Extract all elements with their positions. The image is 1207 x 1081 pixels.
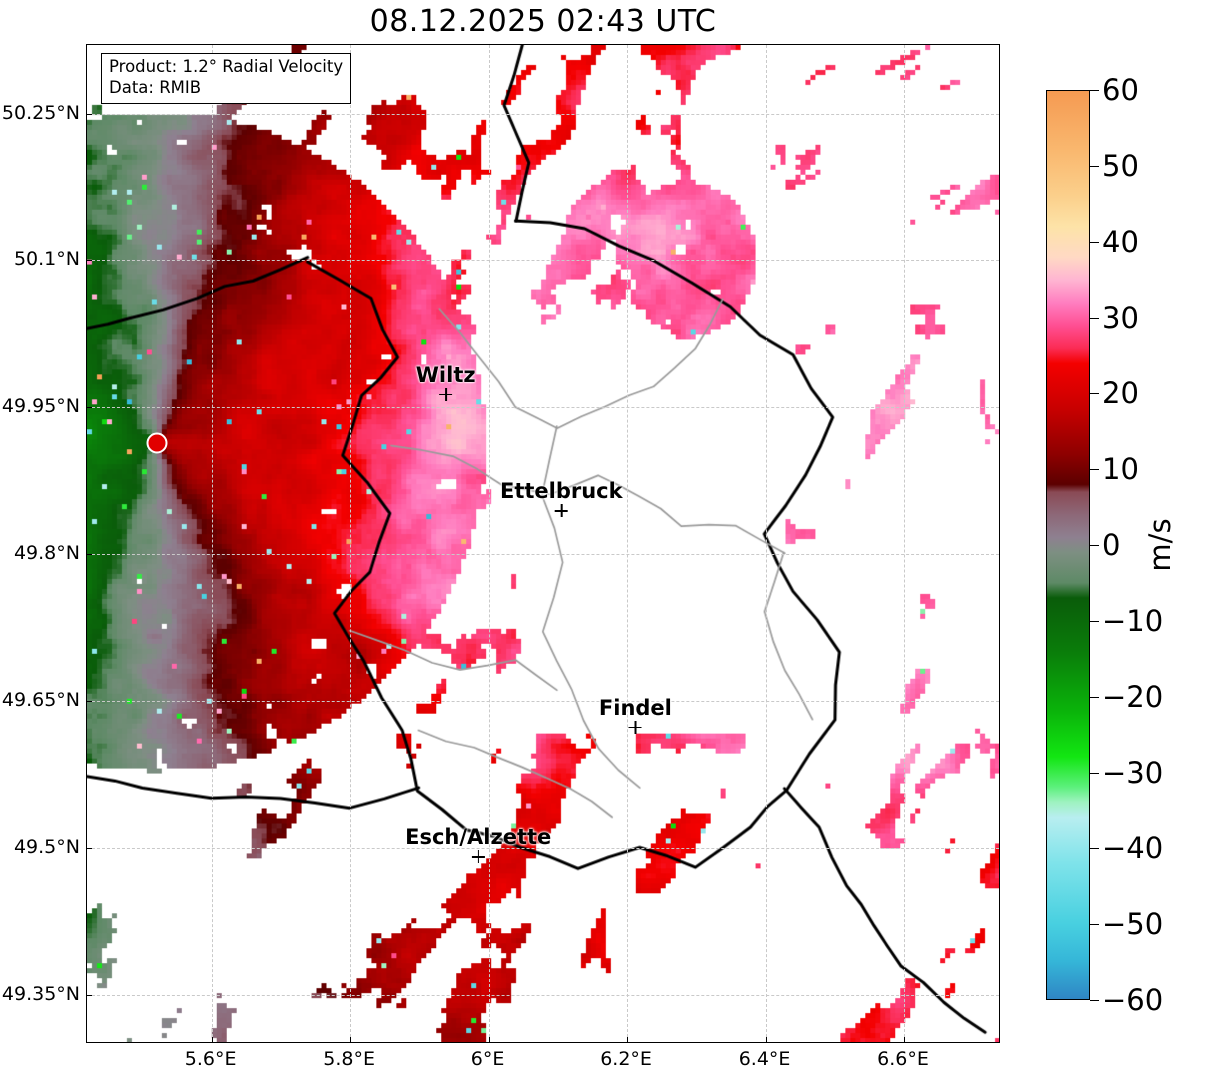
colorbar-tick-label: 30 bbox=[1102, 300, 1139, 335]
colorbar-tick bbox=[1090, 90, 1099, 91]
colorbar-tick bbox=[1090, 241, 1099, 243]
y-axis-tick-label: 49.65°N bbox=[1, 689, 80, 712]
colorbar-tick-label: −40 bbox=[1102, 831, 1164, 866]
colorbar-tick bbox=[1090, 393, 1099, 395]
radar-map-plot[interactable]: Product: 1.2° Radial Velocity Data: RMIB… bbox=[86, 44, 1000, 1043]
colorbar-tick bbox=[1090, 620, 1099, 622]
legend-product-line: Product: 1.2° Radial Velocity bbox=[109, 57, 344, 76]
colorbar-tick-label: −50 bbox=[1102, 907, 1164, 942]
colorbar-tick-label: 10 bbox=[1102, 452, 1139, 487]
y-axis-tick bbox=[87, 995, 92, 997]
colorbar-tick-label: −10 bbox=[1102, 603, 1164, 638]
city-name: Wiltz bbox=[415, 362, 476, 387]
city-marker-cross-icon bbox=[554, 504, 568, 518]
x-axis-tick bbox=[765, 1037, 767, 1042]
y-axis-tick bbox=[87, 407, 92, 409]
colorbar-tick-label: 40 bbox=[1102, 224, 1139, 259]
x-axis-tick-label: 6.2°E bbox=[600, 1048, 652, 1070]
gridline-vertical bbox=[211, 45, 213, 1042]
gridline-horizontal bbox=[87, 407, 999, 409]
x-axis-tick bbox=[627, 1037, 629, 1042]
city-label-esch-alzette: Esch/Alzette bbox=[405, 825, 551, 863]
y-axis-tick-label: 49.95°N bbox=[1, 395, 80, 418]
y-axis-tick bbox=[87, 701, 92, 703]
colorbar-gradient bbox=[1047, 91, 1089, 999]
x-axis-tick-label: 6.6°E bbox=[877, 1048, 929, 1070]
y-axis-tick bbox=[87, 848, 92, 850]
colorbar-tick bbox=[1090, 317, 1099, 319]
colorbar-tick-label: 20 bbox=[1102, 376, 1139, 411]
x-axis-tick bbox=[211, 1037, 213, 1042]
gridline-horizontal bbox=[87, 995, 999, 997]
gridline-vertical bbox=[488, 45, 490, 1042]
city-name: Esch/Alzette bbox=[405, 825, 552, 849]
y-axis-tick-label: 49.8°N bbox=[13, 542, 80, 565]
colorbar-tick-label: 0 bbox=[1102, 528, 1121, 562]
x-axis-tick bbox=[488, 1037, 490, 1042]
colorbar-tick bbox=[1090, 696, 1099, 698]
gridline-vertical bbox=[765, 45, 767, 1042]
city-label-ettelbruck: Ettelbruck bbox=[499, 479, 623, 518]
x-axis-tick bbox=[904, 1037, 906, 1042]
city-label-findel: Findel bbox=[599, 696, 672, 734]
colorbar-tick-label: −20 bbox=[1102, 679, 1164, 714]
gridline-vertical bbox=[904, 45, 906, 1042]
y-axis-tick-label: 50.1°N bbox=[13, 248, 80, 271]
gridline-vertical bbox=[627, 45, 629, 1042]
x-axis-tick-label: 6°E bbox=[470, 1048, 505, 1070]
colorbar-tick bbox=[1090, 772, 1099, 774]
city-marker-cross-icon bbox=[439, 387, 453, 401]
colorbar-tick-label: −30 bbox=[1102, 755, 1164, 790]
y-axis-tick-label: 49.5°N bbox=[13, 836, 80, 859]
colorbar-tick-label: 50 bbox=[1102, 148, 1139, 183]
colorbar-tick bbox=[1090, 1000, 1099, 1001]
x-axis-tick-label: 5.8°E bbox=[323, 1048, 375, 1070]
colorbar-tick bbox=[1090, 469, 1099, 471]
y-axis-tick bbox=[87, 554, 92, 556]
city-name: Ettelbruck bbox=[499, 479, 623, 504]
colorbar-tick bbox=[1090, 165, 1099, 167]
radar-reflectivity-canvas bbox=[87, 45, 999, 1042]
gridline-horizontal bbox=[87, 554, 999, 556]
x-axis-tick-label: 5.6°E bbox=[184, 1048, 237, 1070]
city-marker-cross-icon bbox=[628, 720, 642, 734]
colorbar-unit-label: m/s bbox=[1143, 518, 1177, 572]
colorbar-tick-label: 60 bbox=[1102, 73, 1139, 107]
x-axis-tick-label: 6.4°E bbox=[738, 1048, 791, 1070]
city-name: Findel bbox=[598, 695, 672, 720]
gridline-horizontal bbox=[87, 701, 999, 703]
velocity-colorbar[interactable] bbox=[1046, 90, 1090, 1000]
gridline-horizontal bbox=[87, 113, 999, 115]
gridline-horizontal bbox=[87, 848, 999, 850]
page-title: 08.12.2025 02:43 UTC bbox=[369, 4, 717, 39]
y-axis-tick-label: 50.25°N bbox=[1, 101, 80, 124]
y-axis-tick bbox=[87, 260, 92, 262]
y-axis-tick bbox=[87, 113, 92, 115]
legend-data-line: Data: RMIB bbox=[109, 77, 202, 97]
gridline-horizontal bbox=[87, 260, 999, 262]
gridline-vertical bbox=[350, 45, 352, 1042]
radar-site-marker[interactable] bbox=[146, 432, 168, 454]
product-info-box: Product: 1.2° Radial Velocity Data: RMIB bbox=[101, 53, 352, 104]
colorbar-tick bbox=[1090, 924, 1099, 926]
y-axis-tick-label: 49.35°N bbox=[1, 983, 80, 1006]
x-axis-tick bbox=[350, 1037, 352, 1042]
city-marker-cross-icon bbox=[471, 850, 485, 863]
city-label-wiltz: Wiltz bbox=[416, 363, 476, 401]
colorbar-tick-label: −60 bbox=[1102, 983, 1164, 1017]
colorbar-tick bbox=[1090, 545, 1099, 546]
colorbar-tick bbox=[1090, 848, 1099, 850]
